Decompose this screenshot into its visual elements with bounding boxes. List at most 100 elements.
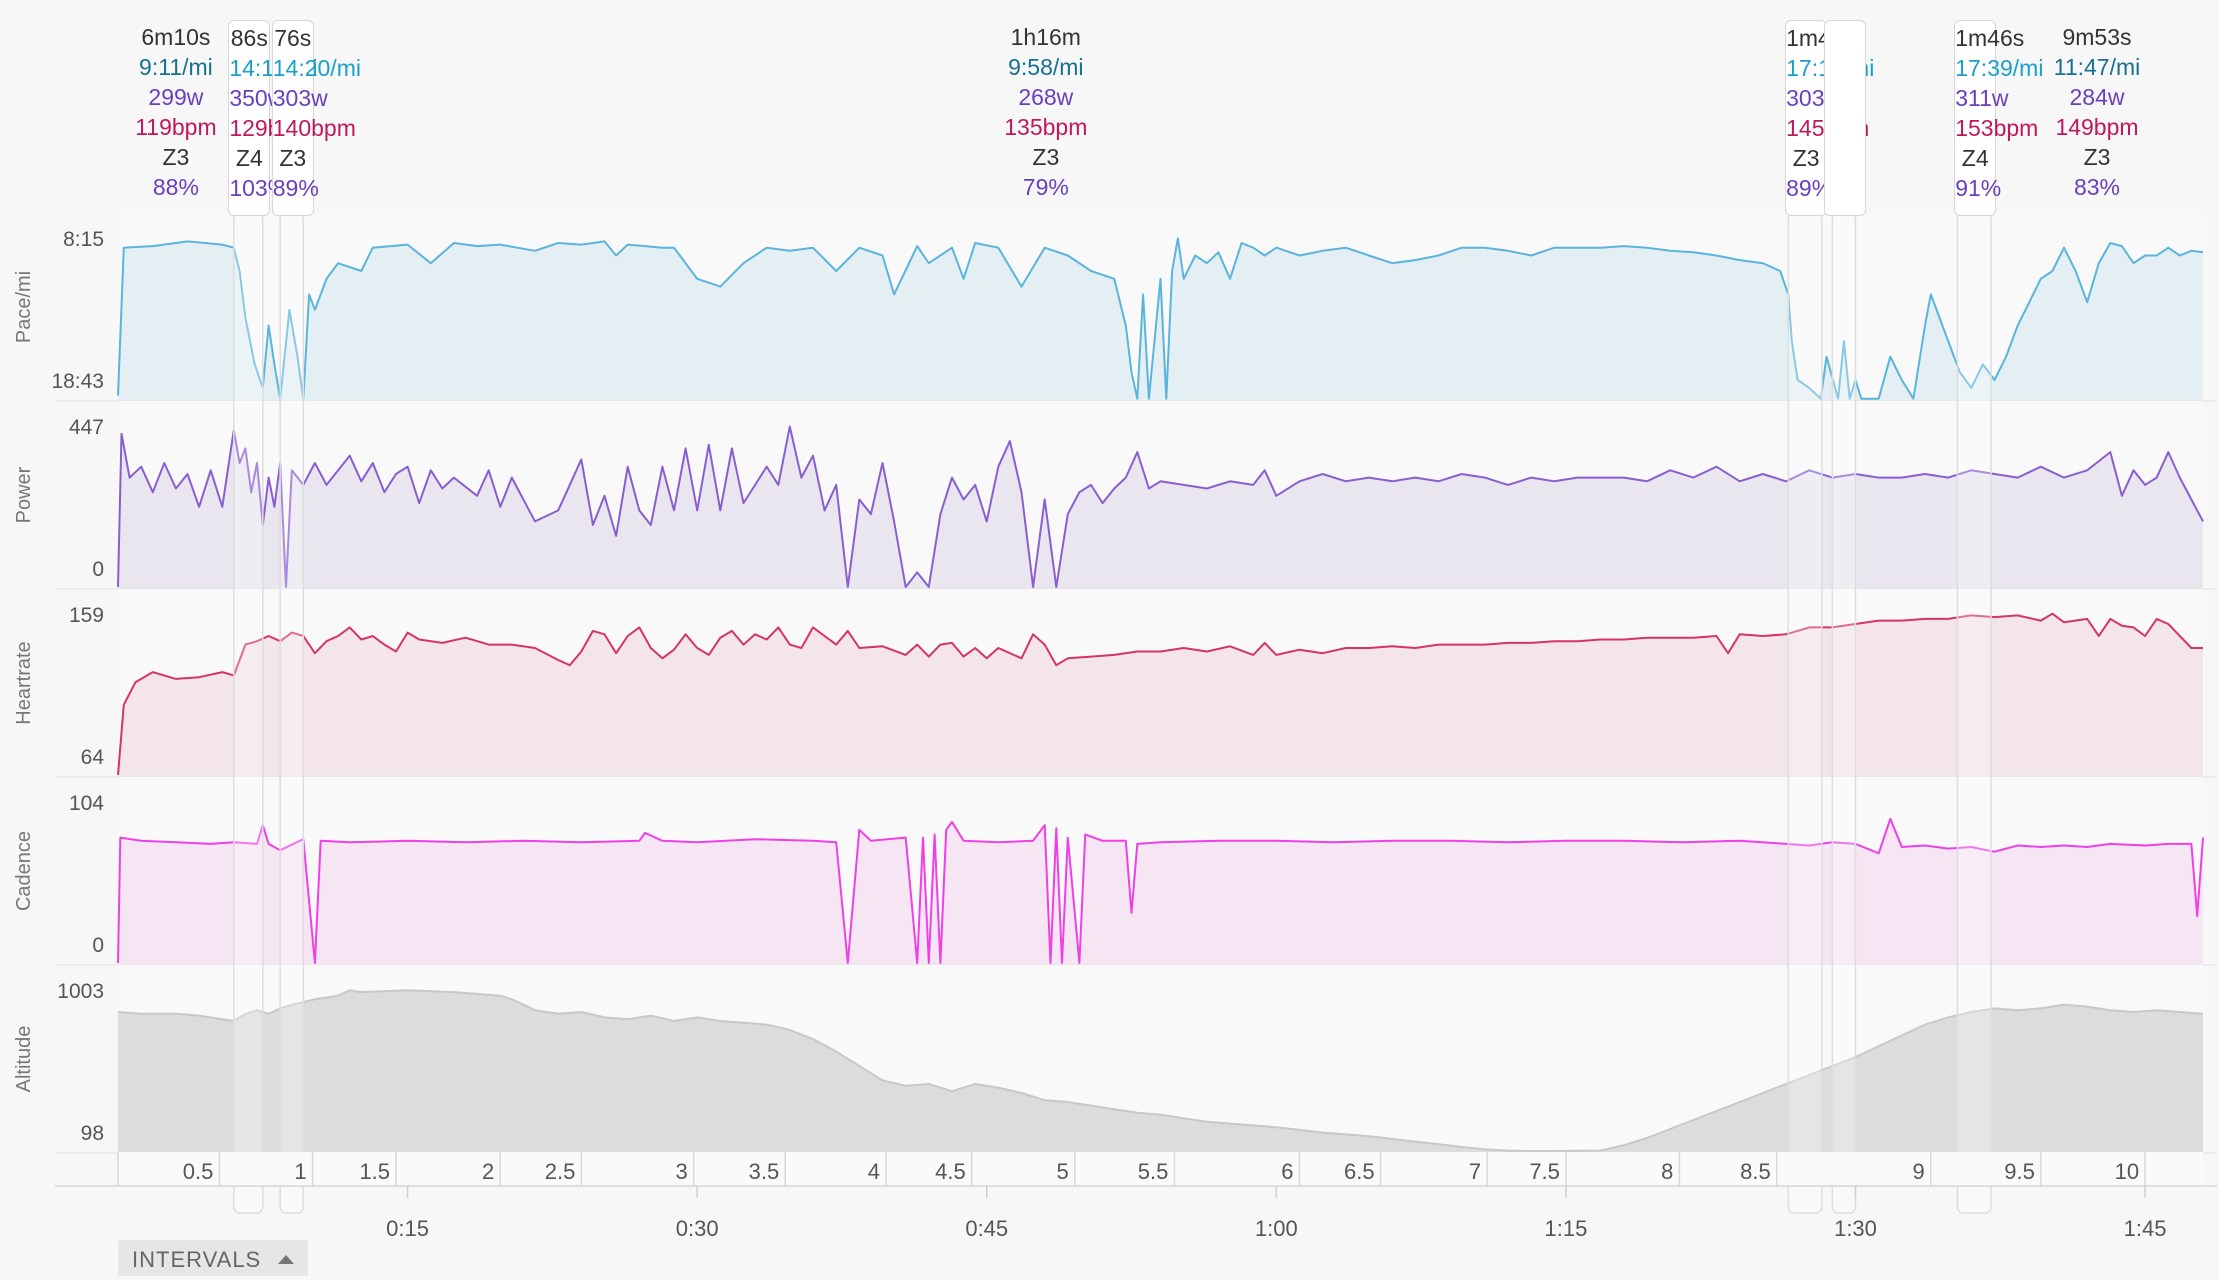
interval-zone: Z3 (279, 145, 307, 171)
distance-tick-label: 10 (2115, 1159, 2139, 1184)
distance-tick-label: 4 (868, 1159, 880, 1184)
interval-power: 311w (1955, 85, 2009, 111)
series-area (118, 990, 2203, 1153)
interval-heartrate: 140bpm (272, 115, 356, 141)
interval-percent: 103% (229, 175, 289, 201)
interval-percent: 83% (2073, 174, 2121, 200)
distance-tick-label: 8 (1661, 1159, 1673, 1184)
time-tick-label: 0:15 (386, 1216, 429, 1241)
series-line (117, 989, 2204, 1152)
series-line (117, 237, 2204, 400)
interval-duration: 9m53s (2062, 24, 2132, 50)
interval-summary-6[interactable] (1823, 20, 1866, 216)
interval-heartrate: 153bpm (1955, 115, 2039, 141)
interval-heartrate: 145bpm (1786, 113, 1869, 143)
interval-zone: Z3 (1792, 145, 1820, 171)
interval-summary-8[interactable]: 9m53s 11:47/mi 284w 149bpm Z3 83% (2032, 22, 2162, 202)
interval-heartrate: 119bpm (135, 114, 217, 140)
interval-pace: 14:17/mi (229, 53, 317, 83)
interval-summary-2[interactable]: 86s14:17/mi350w 129bpm Z4 103% (228, 20, 318, 216)
interval-power: 268w (1018, 84, 1074, 110)
distance-tick-label: 3.5 (749, 1159, 780, 1184)
time-tick-label: 1:45 (2124, 1216, 2167, 1241)
axis-min-label: 98 (81, 1122, 104, 1145)
panel-power: 447 0 Power (13, 401, 2217, 590)
axis-min-label: 18:43 (51, 370, 104, 393)
interval-band[interactable] (1787, 212, 1823, 1214)
series-area (118, 818, 2203, 965)
distance-tick-label: 4.5 (935, 1159, 966, 1184)
interval-band[interactable] (1831, 212, 1857, 1214)
distance-tick-label: 5.5 (1138, 1159, 1169, 1184)
distance-tick-label: 1 (294, 1159, 306, 1184)
interval-duration: 86s (230, 25, 268, 51)
distance-tick-label: 1.5 (359, 1159, 390, 1184)
distance-tick-label: 3 (675, 1159, 687, 1184)
caret-up-icon (278, 1255, 295, 1264)
interval-percent: 89% (1786, 175, 1833, 201)
interval-summary-4[interactable]: 1h16m 9:58/mi 268w 135bpm Z3 79% (981, 22, 1111, 202)
interval-power: 284w (2069, 84, 2125, 110)
time-tick-label: 0:30 (676, 1216, 719, 1241)
interval-summary-7[interactable]: 1m46s 17:39/mi 311w 153bpm Z4 91% (1954, 20, 2043, 216)
interval-pace: 17:19/mi (1786, 53, 1874, 83)
interval-summary-3[interactable]: 76s 14:20/mi 303w 140bpm Z3 89% (271, 20, 361, 216)
time-tick-label: 1:30 (1834, 1216, 1877, 1241)
interval-duration: 76s (274, 25, 312, 51)
interval-band[interactable] (1956, 212, 1992, 1214)
intervals-toggle-label: INTERVALS (132, 1247, 262, 1272)
series-area (118, 238, 2203, 401)
panel-title: Pace/mi (13, 271, 35, 343)
interval-zone: Z3 (162, 144, 190, 170)
interval-heartrate: 135bpm (1004, 114, 1088, 140)
distance-tick-label: 0.5 (183, 1159, 214, 1184)
panel-title: Cadence (13, 831, 35, 911)
panel-altitude: 1003 98 Altitude (13, 965, 2217, 1154)
series-line (117, 612, 2203, 776)
interval-zone: Z3 (1032, 144, 1060, 170)
series-area (118, 426, 2203, 589)
panel-title: Power (13, 466, 35, 523)
interval-percent: 91% (1955, 175, 2002, 201)
axis-min-label: 0 (92, 558, 104, 581)
interval-duration: 1m46s (1955, 25, 2025, 51)
time-tick-label: 1:15 (1545, 1216, 1588, 1241)
interval-summary-5[interactable]: 1m44s17:19/mi303w145bpmZ3 89% (1785, 20, 1874, 216)
distance-tick-label: 6 (1281, 1159, 1293, 1184)
time-tick-label: 0:45 (965, 1216, 1008, 1241)
interval-pace: 9:11/mi (139, 54, 213, 80)
distance-tick-label: 7.5 (1529, 1159, 1560, 1184)
axis-max-label: 159 (69, 604, 104, 627)
axis-max-label: 1003 (57, 980, 104, 1003)
interval-power: 299w (148, 84, 204, 110)
distance-tick-label: 7 (1469, 1159, 1481, 1184)
interval-duration: 1h16m (1010, 24, 1081, 50)
interval-zone: Z3 (2083, 144, 2111, 170)
interval-pace: 9:58/mi (1008, 54, 1084, 80)
interval-percent: 88% (152, 174, 199, 200)
interval-band[interactable] (233, 212, 264, 1214)
series-line (117, 425, 2204, 588)
interval-zone: Z4 (1961, 145, 1989, 171)
series-line (117, 817, 2204, 964)
interval-summary-1[interactable]: 6m10s 9:11/mi 299w 119bpm Z3 88% (111, 22, 241, 202)
panel-title: Altitude (13, 1026, 35, 1093)
interval-power: 303w (1786, 85, 1842, 111)
distance-tick-label: 5 (1057, 1159, 1069, 1184)
distance-tick-label: 6.5 (1344, 1159, 1375, 1184)
axis-max-label: 447 (69, 416, 104, 439)
axis-max-label: 8:15 (63, 228, 104, 251)
distance-tick-label: 9.5 (2004, 1159, 2035, 1184)
interval-pace: 14:20/mi (272, 55, 361, 81)
interval-heartrate: 129bpm (229, 115, 313, 141)
axis-min-label: 0 (92, 934, 104, 957)
axis-max-label: 104 (69, 792, 104, 815)
panel-title: Heartrate (13, 641, 35, 724)
interval-percent: 89% (272, 175, 319, 201)
interval-pace: 11:47/mi (2053, 54, 2141, 80)
interval-band[interactable] (279, 212, 305, 1214)
intervals-toggle-button[interactable]: INTERVALS (118, 1240, 309, 1276)
panel-cadence: 104 0 Cadence (13, 777, 2217, 966)
